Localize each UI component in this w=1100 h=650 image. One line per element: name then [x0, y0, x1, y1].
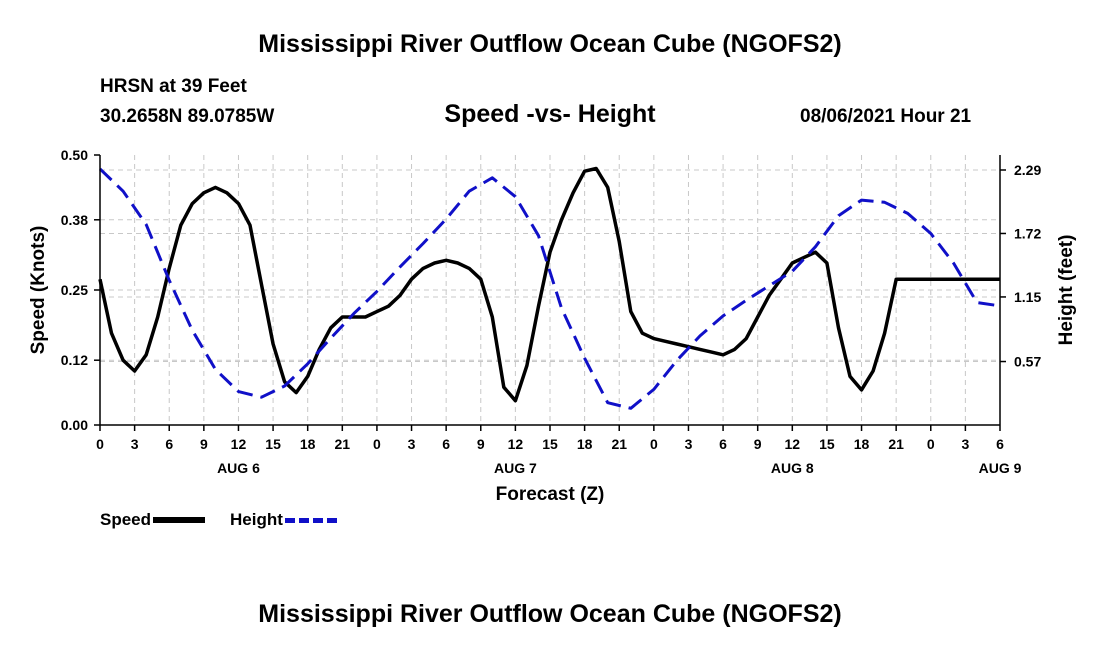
footer-title: Mississippi River Outflow Ocean Cube (NG… — [258, 600, 842, 628]
x-tick-label: 21 — [888, 436, 904, 452]
y2-axis-title: Height (feet) — [1056, 235, 1077, 346]
legend-speed-label: Speed — [100, 510, 152, 529]
x-tick-label: 6 — [719, 436, 727, 452]
x-tick-label: 6 — [996, 436, 1004, 452]
x-tick-label: 9 — [754, 436, 762, 452]
axis-labels: 0 3 6 9 12 15 18 21 0 3 6 9 12 15 18 21 0 3 6 9 12 15 18 21 0 3 6 A… — [28, 147, 1077, 505]
x-tick-label: 15 — [819, 436, 835, 452]
day-label: AUG 8 — [771, 460, 814, 476]
legend-height-label: Height — [230, 510, 283, 529]
x-tick-label: 18 — [854, 436, 870, 452]
x-tick-label: 12 — [508, 436, 524, 452]
y-tick-label: 0.50 — [61, 147, 88, 163]
y2-tick-label: 0.57 — [1014, 354, 1041, 370]
x-tick-label: 12 — [231, 436, 247, 452]
x-tick-label: 0 — [927, 436, 935, 452]
x-tick-label: 18 — [300, 436, 316, 452]
y-tick-label: 0.38 — [61, 212, 88, 228]
x-tick-label: 3 — [961, 436, 969, 452]
x-tick-label: 9 — [477, 436, 485, 452]
x-tick-label: 18 — [577, 436, 593, 452]
x-tick-label: 21 — [611, 436, 627, 452]
chart-title: Mississippi River Outflow Ocean Cube (NG… — [258, 30, 842, 58]
x-tick-label: 21 — [335, 436, 351, 452]
day-label: AUG 6 — [217, 460, 260, 476]
y2-tick-label: 1.15 — [1014, 289, 1041, 305]
legend-height-swatch — [284, 517, 337, 523]
day-label: AUG 9 — [979, 460, 1022, 476]
y-tick-label: 0.25 — [61, 282, 88, 298]
day-label: AUG 7 — [494, 460, 537, 476]
legend-speed-swatch — [153, 517, 206, 523]
y2-tick-label: 2.29 — [1014, 162, 1041, 178]
legend-height: Height — [230, 510, 337, 530]
y2-tick-label: 1.72 — [1014, 225, 1041, 241]
x-tick-label: 15 — [542, 436, 558, 452]
y-axis-title: Speed (Knots) — [28, 226, 49, 355]
x-tick-label: 3 — [131, 436, 139, 452]
x-tick-label: 3 — [685, 436, 693, 452]
grid — [100, 155, 1000, 425]
x-axis-title: Forecast (Z) — [496, 484, 605, 505]
legend-speed: Speed — [100, 510, 206, 530]
x-tick-label: 6 — [165, 436, 173, 452]
series-line-speed — [98, 166, 1000, 403]
forecast-datetime: 08/06/2021 Hour 21 — [800, 106, 972, 127]
y-tick-label: 0.00 — [61, 417, 88, 433]
x-tick-label: 12 — [785, 436, 801, 452]
x-tick-label: 9 — [200, 436, 208, 452]
station-label: HRSN at 39 Feet — [100, 76, 247, 97]
series-line-height — [98, 167, 1001, 410]
coordinates-label: 30.2658N 89.0785W — [100, 106, 275, 127]
x-tick-label: 6 — [442, 436, 450, 452]
x-tick-label: 0 — [373, 436, 381, 452]
x-tick-label: 15 — [265, 436, 281, 452]
chart-subtitle: Speed -vs- Height — [444, 100, 656, 128]
x-tick-label: 3 — [408, 436, 416, 452]
x-tick-label: 0 — [96, 436, 104, 452]
axes — [94, 154, 1006, 431]
y-tick-label: 0.12 — [61, 352, 88, 368]
series — [98, 166, 1001, 410]
x-tick-label: 0 — [650, 436, 658, 452]
